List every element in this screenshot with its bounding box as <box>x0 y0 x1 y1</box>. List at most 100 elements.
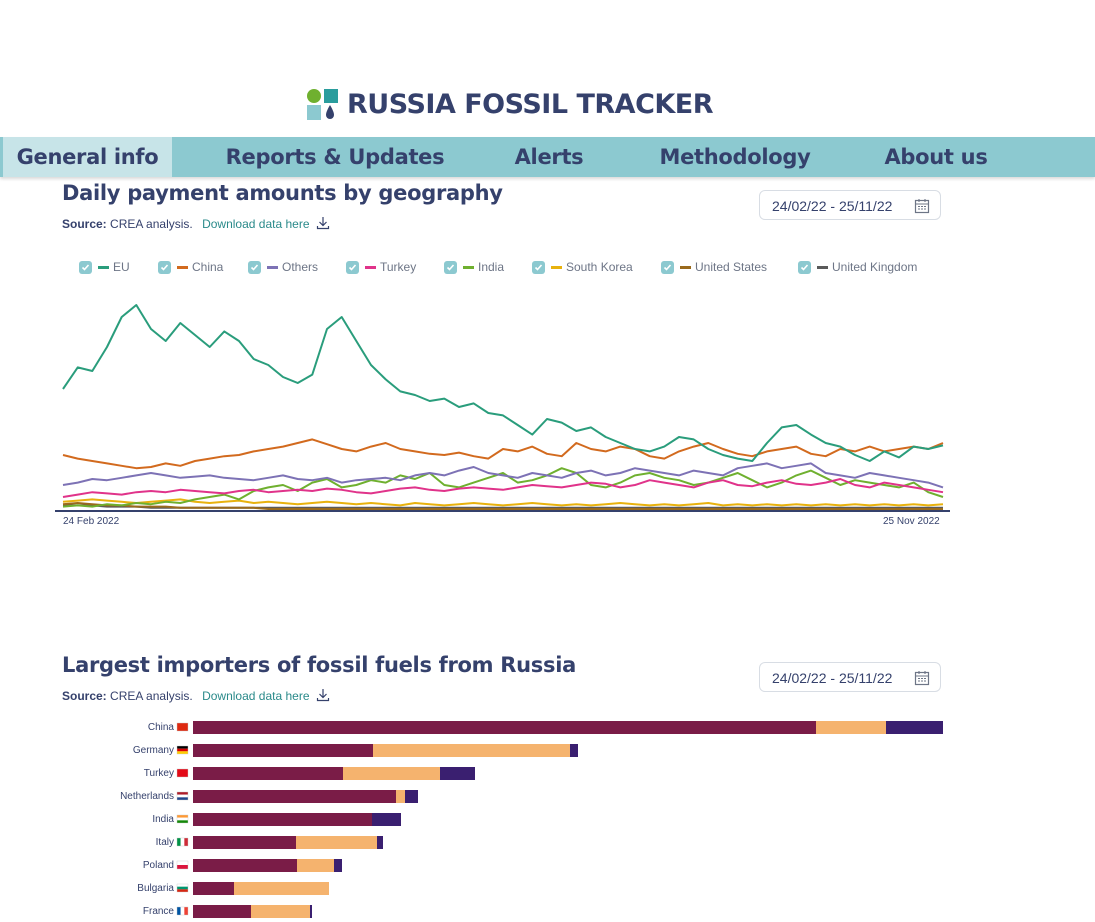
legend-label: EU <box>113 260 130 274</box>
flag-bg-icon <box>176 883 189 893</box>
chart1-source: Source: CREA analysis. Download data her… <box>62 216 330 231</box>
checkbox-icon[interactable] <box>798 260 811 274</box>
checkbox-icon[interactable] <box>158 260 171 274</box>
bar-label-italy: Italy <box>155 837 174 848</box>
legend-swatch <box>680 265 691 269</box>
legend-item-india[interactable]: India <box>444 260 504 274</box>
bar-label-india: India <box>152 814 174 825</box>
bar-segment-france-0 <box>193 905 251 918</box>
flag-in-icon <box>176 814 189 824</box>
bar-segment-italy-0 <box>193 836 296 849</box>
legend-label: United Kingdom <box>832 260 918 274</box>
legend-swatch <box>365 265 376 269</box>
legend-item-others[interactable]: Others <box>248 260 318 274</box>
legend-item-united-kingdom[interactable]: United Kingdom <box>798 260 917 274</box>
checkbox-icon[interactable] <box>79 260 92 274</box>
legend-item-south-korea[interactable]: South Korea <box>532 260 633 274</box>
download-link[interactable]: Download data here <box>202 217 330 231</box>
bar-label-netherlands: Netherlands <box>120 791 174 802</box>
source-label: Source: <box>62 217 107 231</box>
series-line-south-korea <box>62 498 944 507</box>
legend-label: China <box>192 260 224 274</box>
chart2-title: Largest importers of fossil fuels from R… <box>62 653 576 677</box>
flag-it-icon <box>176 837 189 847</box>
legend-label: United States <box>695 260 768 274</box>
source-text: CREA analysis. <box>110 689 193 703</box>
x-tick-end: 25 Nov 2022 <box>883 516 940 527</box>
checkbox-icon[interactable] <box>346 260 359 274</box>
bar-label-france: France <box>142 906 174 917</box>
logo-icon <box>307 89 338 120</box>
legend-item-eu[interactable]: EU <box>79 260 130 274</box>
bar-segment-france-2 <box>310 905 312 918</box>
download-icon <box>316 217 329 230</box>
bar-segment-india-0 <box>193 813 372 826</box>
legend-label: India <box>478 260 505 274</box>
bar-label-germany: Germany <box>132 745 174 756</box>
bar-segment-bulgaria-1 <box>234 882 329 895</box>
legend-swatch <box>98 265 109 269</box>
checkbox-icon[interactable] <box>661 260 674 274</box>
bar-segment-italy-2 <box>377 836 383 849</box>
bar-segment-netherlands-2 <box>405 790 418 803</box>
flag-pl-icon <box>176 860 189 870</box>
bar-segment-india-2 <box>372 813 401 826</box>
bar-segment-turkey-1 <box>343 767 440 780</box>
flag-nl-icon <box>176 791 189 801</box>
legend-label: South Korea <box>566 260 633 274</box>
legend-label: Turkey <box>380 260 417 274</box>
main-nav: General info Reports & Updates Alerts Me… <box>0 137 1095 177</box>
bar-label-poland: Poland <box>142 860 174 871</box>
bar-label-china: China <box>147 722 174 733</box>
bar-segment-italy-1 <box>296 836 377 849</box>
calendar-icon <box>914 199 930 214</box>
chart2-source: Source: CREA analysis. Download data her… <box>62 688 330 703</box>
bar-segment-bulgaria-0 <box>193 882 234 895</box>
bar-segment-germany-0 <box>193 744 373 757</box>
legend-swatch <box>463 265 474 269</box>
tab-about-us[interactable]: About us <box>884 145 988 169</box>
site-title: RUSSIA FOSSIL TRACKER <box>347 89 714 120</box>
flag-fr-icon <box>176 906 189 916</box>
source-text: CREA analysis. <box>110 217 193 231</box>
checkbox-icon[interactable] <box>444 260 457 274</box>
bar-segment-china-2 <box>886 721 943 734</box>
bar-segment-germany-1 <box>373 744 570 757</box>
bar-segment-china-1 <box>816 721 886 734</box>
checkbox-icon[interactable] <box>248 260 261 274</box>
calendar-icon <box>914 671 930 686</box>
legend-item-turkey[interactable]: Turkey <box>346 260 416 274</box>
legend-swatch <box>177 265 188 269</box>
legend-item-united-states[interactable]: United States <box>661 260 767 274</box>
tab-methodology[interactable]: Methodology <box>659 145 811 169</box>
series-line-china <box>62 438 944 470</box>
date-range-text: 24/02/22 - 25/11/22 <box>772 198 893 214</box>
bar-segment-poland-2 <box>334 859 342 872</box>
tab-reports-updates[interactable]: Reports & Updates <box>225 145 445 169</box>
bar-segment-germany-2 <box>570 744 578 757</box>
x-tick-start: 24 Feb 2022 <box>63 516 120 527</box>
site-logo[interactable]: RUSSIA FOSSIL TRACKER <box>306 88 714 121</box>
download-icon <box>316 689 329 702</box>
chart2-date-picker[interactable]: 24/02/22 - 25/11/22 <box>759 662 941 692</box>
bar-segment-china-0 <box>193 721 816 734</box>
legend-swatch <box>267 265 278 269</box>
chart1-title: Daily payment amounts by geography <box>62 181 503 205</box>
flag-de-icon <box>176 745 189 755</box>
tab-general-info[interactable]: General info <box>3 137 172 177</box>
source-label: Source: <box>62 689 107 703</box>
bar-segment-turkey-2 <box>440 767 475 780</box>
legend-item-china[interactable]: China <box>158 260 223 274</box>
checkbox-icon[interactable] <box>532 260 545 274</box>
download-link[interactable]: Download data here <box>202 689 330 703</box>
series-line-united-kingdom <box>63 504 943 509</box>
bar-label-bulgaria: Bulgaria <box>137 883 174 894</box>
chart1-date-picker[interactable]: 24/02/22 - 25/11/22 <box>759 190 941 220</box>
series-line-others <box>62 462 944 489</box>
series-line-turkey <box>62 478 944 498</box>
bar-segment-netherlands-0 <box>193 790 396 803</box>
legend-swatch <box>551 265 562 269</box>
tab-alerts[interactable]: Alerts <box>514 145 584 169</box>
bar-label-turkey: Turkey <box>143 768 174 779</box>
download-label: Download data here <box>202 689 310 703</box>
